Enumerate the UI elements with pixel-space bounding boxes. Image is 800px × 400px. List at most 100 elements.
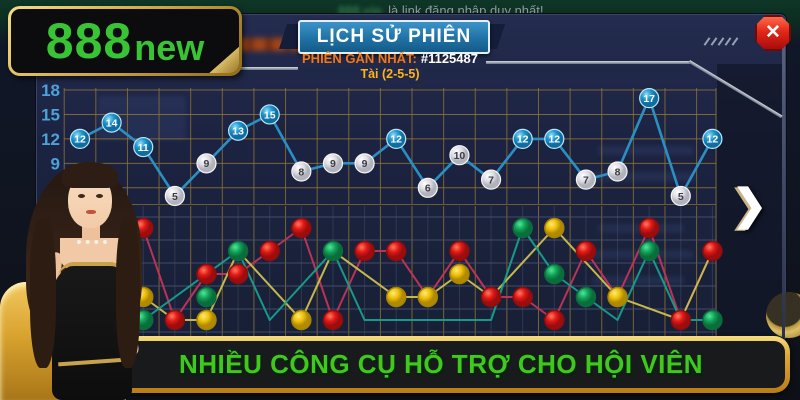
dress-gold-trim [58,262,126,278]
pattern-dot-green [196,286,217,308]
next-page-arrow[interactable]: ❯ [732,180,767,229]
data-point-label: 9 [204,158,210,170]
data-point [575,169,597,190]
data-point [133,136,154,158]
promo-model-image [0,158,168,400]
pattern-dot-yellow [385,286,407,308]
faint-text-line [592,276,684,285]
data-point [354,153,375,174]
data-point [449,145,470,166]
data-point-label: 12 [74,134,86,146]
model-hair-fringe [62,162,118,188]
session-id: #1125487 [420,51,478,66]
data-point-label: 9 [330,158,336,170]
pattern-dot-red [638,217,660,239]
logo-fold-corner [207,45,239,73]
data-point [228,120,249,141]
site-logo[interactable]: 888 new [8,6,242,76]
bottom-banner-inner: NHIỀU CÔNG CỤ HỖ TRỢ CHO HỘI VIÊN [97,341,785,388]
pattern-dot-red [291,217,312,239]
y-axis-tick: 9 [51,154,60,173]
y-axis-tick: 15 [41,105,60,124]
close-button[interactable]: ✕ [755,15,791,51]
model-eye [96,194,103,198]
data-point [322,153,344,174]
data-point [196,153,217,174]
data-point [259,104,280,125]
data-point [639,88,660,109]
data-point-label: 5 [172,191,178,203]
data-point [702,128,723,149]
pattern-dot-yellow [607,286,628,308]
data-point-label: 12 [707,134,719,146]
pattern-dot-yellow [417,286,439,308]
data-point [544,128,565,149]
pattern-dot-green [512,217,533,239]
data-point [670,185,691,207]
data-point-label: 15 [264,109,276,121]
data-point-label: 12 [517,134,529,146]
pattern-dot-yellow [291,309,312,331]
data-point-label: 13 [232,126,244,138]
pattern-dot-green [702,309,723,331]
data-point-label: 9 [362,158,368,170]
y-axis-tick: 12 [41,130,60,149]
modal-title: LỊCH SỬ PHIÊN [298,20,490,54]
pattern-dot-red [227,263,249,285]
bottom-banner: NHIỀU CÔNG CỤ HỖ TRỢ CHO HỘI VIÊN [92,336,790,393]
pattern-line-teal [110,227,713,321]
pattern-dot-red [385,240,407,262]
session-line: PHIÊN GẦN NHẤT: #1125487 [240,51,540,66]
pattern-dot-red [322,309,344,331]
banner-text: NHIỀU CÔNG CỤ HỖ TRỢ CHO HỘI VIÊN [178,349,704,379]
pattern-dot-green [544,263,565,285]
y-axis-tick: 18 [41,81,60,100]
model-eye [78,194,85,198]
modal-right-edge [782,20,785,338]
chevron-right-icon: ❯ [732,181,768,228]
header-bevel-left [226,67,298,70]
pattern-dot-red [575,240,597,262]
model-hair-strand [30,218,56,368]
pattern-dot-red [480,286,502,308]
model-hair-strand [116,218,140,368]
pattern-line-yellow [142,227,714,321]
pattern-dot-yellow [449,263,470,285]
logo-inner: 888 new [11,9,239,73]
data-point [291,161,312,182]
data-point-label: 8 [298,166,304,178]
pattern-dot-green [322,240,344,262]
data-point [386,128,407,149]
data-point-label: 10 [454,150,466,162]
model-lips [86,210,96,214]
pattern-dot-red [164,309,186,331]
pattern-dot-red [544,309,565,331]
data-point-label: 17 [643,93,655,105]
pattern-dot-red [702,240,723,262]
data-point [512,128,533,149]
pattern-dot-green [638,240,660,262]
data-point-label: 11 [138,142,149,154]
data-point [417,177,438,198]
data-point [164,185,185,207]
logo-888: 888 [45,13,133,69]
data-point-label: 7 [488,174,494,186]
pattern-dot-red [196,263,217,285]
pattern-dot-red [259,240,280,262]
faint-text-line [588,172,696,181]
close-icon: ✕ [765,22,781,43]
data-point-label: 8 [615,166,621,178]
data-point [480,169,502,190]
pattern-dot-yellow [544,217,565,239]
data-point [101,112,122,133]
pattern-dot-red [512,286,533,308]
latest-result: Tài (2-5-5) [360,67,420,81]
faint-text-line [598,146,694,155]
pattern-dot-red [670,309,692,331]
pattern-dot-red [449,240,470,262]
data-point [69,128,91,149]
header-bevel-right [486,61,692,64]
data-point-label: 7 [583,174,589,186]
pattern-dot-yellow [196,309,217,331]
